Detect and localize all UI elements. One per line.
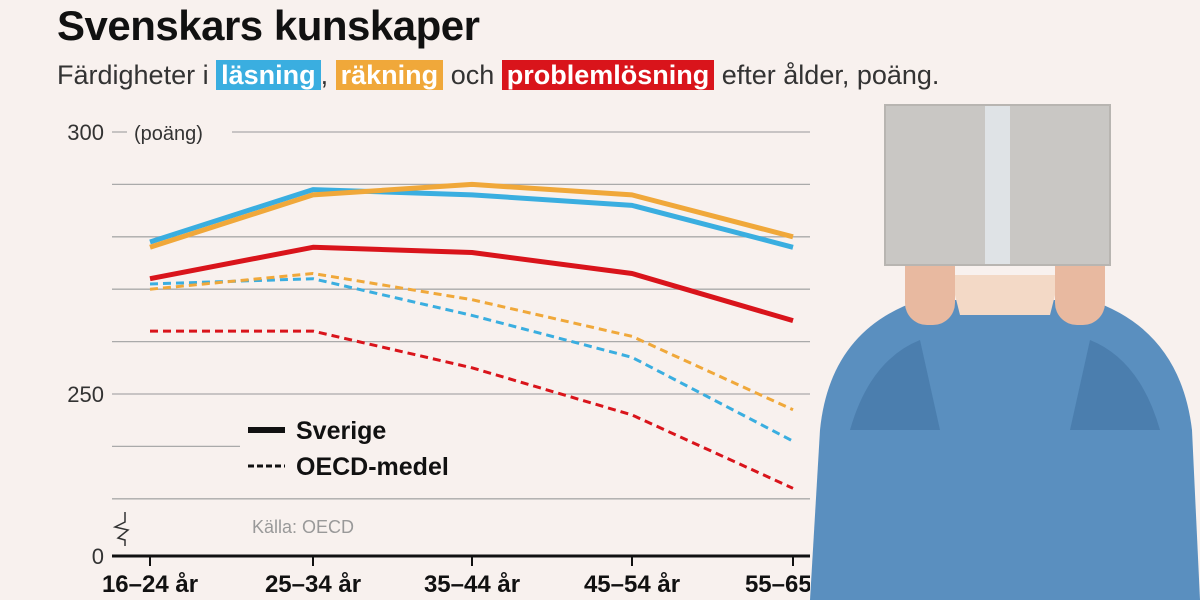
series-line-oecd-problemlösning [150,329,794,490]
series-line-sverige-problemlösning [149,244,794,324]
y-tick-label: 0 [92,544,104,569]
x-tick-label: 25–34 år [265,571,361,598]
series-line-sverige-läsning [149,187,794,250]
photo-person-reading [810,100,1200,600]
x-tick-label: 35–44 år [424,571,520,598]
y-axis-label: (poäng) [134,123,203,145]
y-tick-label: 250 [67,382,104,407]
chart-subtitle: Färdigheter i läsning, räkning och probl… [57,60,939,91]
source-note: Källa: OECD [252,517,354,537]
x-tick-label: 45–54 år [584,571,680,598]
series-line-oecd-läsning [149,277,794,443]
problem-highlight: problemlösning [501,60,715,90]
subtitle-and: och [450,60,495,90]
chart-title: Svenskars kunskaper [57,2,480,49]
legend-label-sverige: Sverige [296,417,386,445]
series-line-sverige-räkning [149,181,794,250]
legend-label-oecd: OECD-medel [296,453,449,481]
subtitle-comma: , [320,60,329,90]
series-line-oecd-räkning [149,271,794,412]
x-tick-label: 16–24 år [102,571,198,598]
numeracy-highlight: räkning [335,60,444,90]
subtitle-prefix: Färdigheter i [57,60,209,90]
axis-break-icon [112,512,130,546]
subtitle-suffix: efter ålder, poäng. [721,60,940,90]
reading-highlight: läsning [216,60,321,90]
y-tick-label: 300 [67,120,104,145]
